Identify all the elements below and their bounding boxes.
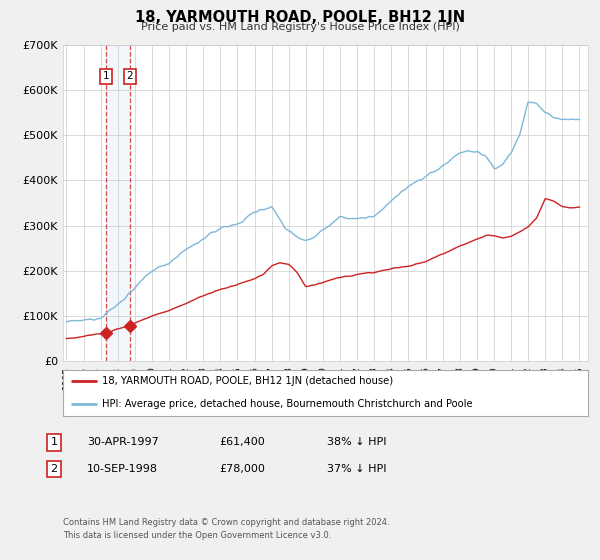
Text: 30-APR-1997: 30-APR-1997 [87, 437, 159, 447]
Text: 38% ↓ HPI: 38% ↓ HPI [327, 437, 386, 447]
Text: 37% ↓ HPI: 37% ↓ HPI [327, 464, 386, 474]
Text: 1: 1 [50, 437, 58, 447]
Text: 2: 2 [50, 464, 58, 474]
Text: Price paid vs. HM Land Registry's House Price Index (HPI): Price paid vs. HM Land Registry's House … [140, 22, 460, 32]
Text: 1: 1 [103, 72, 110, 81]
Text: 2: 2 [127, 72, 133, 81]
Text: 10-SEP-1998: 10-SEP-1998 [87, 464, 158, 474]
Text: HPI: Average price, detached house, Bournemouth Christchurch and Poole: HPI: Average price, detached house, Bour… [103, 399, 473, 409]
Text: 18, YARMOUTH ROAD, POOLE, BH12 1JN (detached house): 18, YARMOUTH ROAD, POOLE, BH12 1JN (deta… [103, 376, 394, 386]
Text: Contains HM Land Registry data © Crown copyright and database right 2024.: Contains HM Land Registry data © Crown c… [63, 518, 389, 527]
Text: £78,000: £78,000 [219, 464, 265, 474]
Text: This data is licensed under the Open Government Licence v3.0.: This data is licensed under the Open Gov… [63, 531, 331, 540]
Text: £61,400: £61,400 [219, 437, 265, 447]
Text: 18, YARMOUTH ROAD, POOLE, BH12 1JN: 18, YARMOUTH ROAD, POOLE, BH12 1JN [135, 10, 465, 25]
Bar [106, 45, 130, 361]
